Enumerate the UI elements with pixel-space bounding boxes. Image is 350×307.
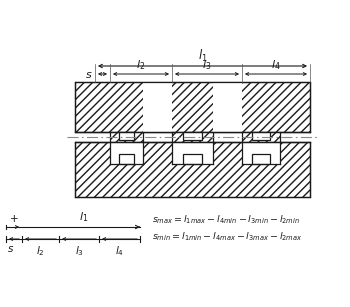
Bar — [172, 132, 213, 150]
Text: $l_1$: $l_1$ — [198, 48, 207, 64]
Bar — [183, 132, 202, 140]
Bar — [242, 142, 280, 164]
Bar — [143, 82, 172, 132]
Bar — [172, 142, 213, 164]
Bar — [242, 132, 280, 150]
Bar — [119, 154, 134, 164]
Text: $l_4$: $l_4$ — [271, 58, 281, 72]
Text: $s$: $s$ — [7, 244, 14, 254]
Bar — [252, 154, 270, 164]
Text: $s_{max} = l_{1max} - l_{4min} - l_{3min} - l_{2min}$: $s_{max} = l_{1max} - l_{4min} - l_{3min… — [152, 214, 300, 226]
Text: $l_1$: $l_1$ — [79, 210, 89, 224]
Text: $s_{min} = l_{1min} - l_{4max} - l_{3max} - l_{2max}$: $s_{min} = l_{1min} - l_{4max} - l_{3max… — [152, 231, 302, 243]
Text: $s$: $s$ — [85, 70, 93, 80]
Text: $l_3$: $l_3$ — [202, 58, 212, 72]
Bar — [75, 142, 310, 197]
Text: $l_3$: $l_3$ — [75, 244, 83, 258]
Bar — [75, 82, 310, 132]
Bar — [252, 132, 270, 140]
Bar — [110, 132, 143, 150]
Text: $l_4$: $l_4$ — [115, 244, 124, 258]
Text: $l_2$: $l_2$ — [136, 58, 146, 72]
Text: $+$: $+$ — [9, 213, 19, 224]
Bar — [213, 82, 242, 132]
Bar — [119, 132, 134, 140]
Text: $l_2$: $l_2$ — [36, 244, 45, 258]
Bar — [183, 154, 202, 164]
Bar — [110, 142, 143, 164]
